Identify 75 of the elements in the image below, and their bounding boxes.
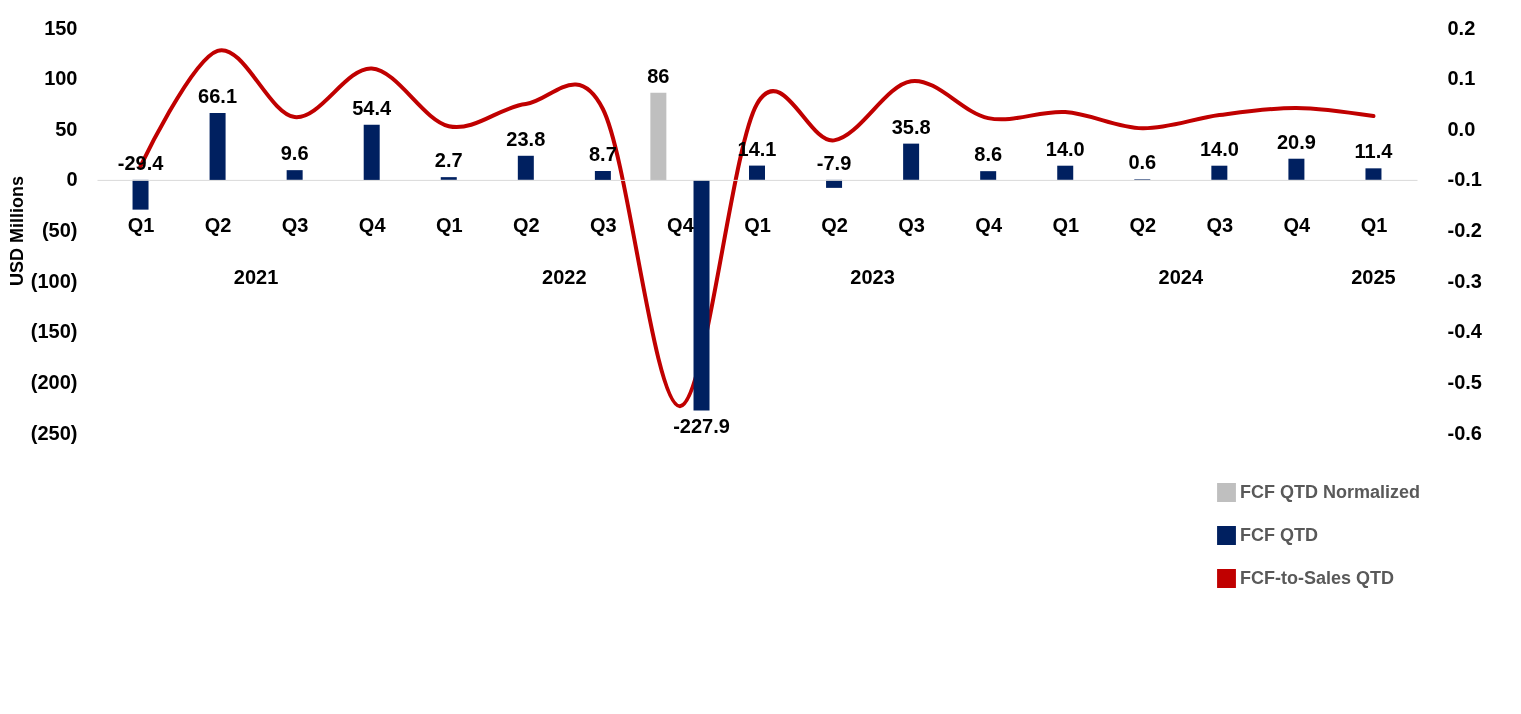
x-tick-label: Q1 — [1360, 214, 1388, 237]
data-label: 14.0 — [1199, 137, 1239, 160]
x-tick-label: Q4 — [975, 214, 1003, 237]
y2-tick-label: 0.2 — [1447, 16, 1476, 39]
bar — [132, 179, 149, 210]
y-tick-label: 50 — [55, 117, 78, 140]
x-tick-label: Q1 — [127, 214, 155, 237]
y2-tick-label: -0.6 — [1447, 421, 1482, 444]
legend-label: FCF QTD Normalized — [1240, 481, 1421, 502]
legend-label: FCF-to-Sales QTD — [1240, 567, 1395, 588]
data-label: -227.9 — [673, 414, 730, 437]
data-label: 8.7 — [588, 143, 617, 166]
x-tick-label: Q2 — [204, 214, 232, 237]
data-label: -7.9 — [816, 151, 852, 174]
data-label: 11.4 — [1354, 140, 1394, 163]
y-tick-label: 100 — [44, 67, 78, 90]
x-tick-label: Q1 — [1052, 214, 1080, 237]
x-tick-label: Q2 — [512, 214, 540, 237]
data-label: 2.7 — [434, 149, 463, 172]
x-tick-label: Q3 — [281, 214, 309, 237]
y2-tick-label: -0.3 — [1447, 269, 1482, 292]
y-axis-title: USD Millions — [6, 175, 27, 287]
y2-tick-label: 0.1 — [1447, 67, 1476, 90]
annotation: 2025 — [1351, 265, 1396, 288]
bar — [980, 171, 997, 180]
x-tick-label: Q4 — [667, 214, 695, 237]
bar — [1288, 158, 1305, 180]
data-label: 8.6 — [974, 143, 1003, 166]
annotation: 2022 — [542, 265, 587, 288]
x-tick-label: Q1 — [435, 214, 463, 237]
bar — [363, 124, 380, 180]
data-label: 23.8 — [506, 127, 546, 150]
x-tick-label: Q4 — [358, 214, 387, 237]
x-tick-label: Q3 — [590, 214, 617, 237]
y-tick-label: 150 — [44, 16, 78, 39]
data-label: 86 — [647, 64, 670, 87]
y-tick-label: (200) — [30, 370, 78, 393]
bar — [594, 171, 611, 180]
bar — [749, 165, 765, 180]
x-tick-label: Q1 — [744, 214, 771, 237]
y-tick-label: (100) — [30, 269, 78, 292]
y2-tick-label: -0.4 — [1447, 320, 1483, 343]
bar — [650, 92, 667, 180]
x-tick-label: Q3 — [898, 214, 925, 237]
data-label: 9.6 — [280, 142, 309, 165]
y2-tick-label: -0.1 — [1447, 168, 1482, 191]
data-label: 35.8 — [891, 115, 931, 138]
bar — [209, 112, 226, 180]
bar — [517, 155, 534, 180]
x-tick-label: Q4 — [1283, 214, 1312, 237]
y-tick-label: 0 — [66, 168, 78, 191]
data-label: 66.1 — [198, 84, 238, 107]
data-label: 20.9 — [1276, 130, 1316, 153]
y2-tick-label: -0.5 — [1447, 370, 1482, 393]
y2-tick-label: -0.2 — [1447, 219, 1482, 241]
bar — [286, 170, 303, 180]
data-label: 0.6 — [1128, 151, 1157, 174]
data-label: 14.0 — [1045, 137, 1085, 160]
bar — [1057, 165, 1074, 180]
y-tick-label: (250) — [30, 421, 78, 444]
bar — [440, 177, 457, 180]
annotation: 2024 — [1158, 265, 1204, 288]
x-tick-label: Q3 — [1206, 214, 1234, 237]
x-tick-label: Q2 — [821, 214, 848, 237]
bar — [1365, 168, 1382, 180]
annotation: 2021 — [233, 265, 279, 288]
y-tick-label: (150) — [30, 320, 78, 343]
annotation: 2023 — [850, 265, 895, 288]
data-label: 54.4 — [352, 96, 393, 119]
legend-label: FCF QTD — [1240, 524, 1318, 545]
y2-tick-label: 0.0 — [1447, 117, 1476, 140]
bar — [1211, 165, 1228, 180]
bar — [903, 143, 920, 180]
y-tick-label: (50) — [41, 219, 78, 241]
x-tick-label: Q2 — [1129, 214, 1157, 237]
